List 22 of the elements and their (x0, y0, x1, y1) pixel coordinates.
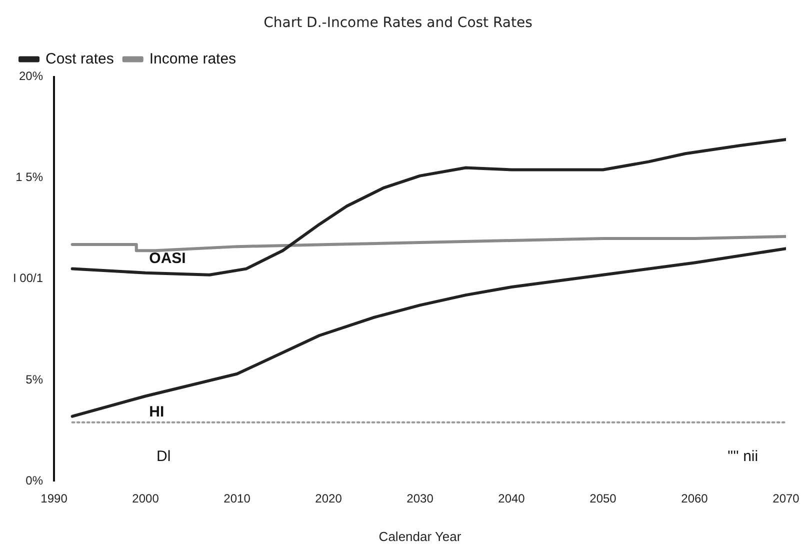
y-tick-label: 20% (18, 69, 44, 84)
x-tick-label: 2020 (315, 492, 342, 506)
annotation: HI (149, 403, 164, 420)
x-tick-label: 2000 (132, 492, 160, 506)
legend-label: Income rates (149, 50, 236, 68)
y-tick-label: 5% (26, 372, 44, 386)
annotation: OASI (149, 250, 186, 267)
x-axis-title: Calendar Year (378, 528, 462, 544)
x-tick-label: 2070 (772, 492, 800, 506)
legend-label: Cost rates (46, 50, 114, 68)
x-tick-label: 1990 (40, 492, 68, 506)
y-tick-label: 1 5% (16, 170, 44, 184)
x-tick-label: 2040 (498, 492, 526, 506)
annotation: '''' nii (727, 448, 758, 465)
x-tick-label: 2010 (224, 492, 251, 506)
annotation: Dl (156, 448, 171, 465)
x-tick-label: 2060 (681, 492, 708, 506)
chart-title: Chart D.-Income Rates and Cost Rates (264, 15, 532, 32)
x-tick-label: 2050 (590, 492, 617, 506)
y-tick-label: 0% (26, 473, 44, 488)
y-tick-label: I 00/1 (12, 271, 44, 286)
x-tick-label: 2030 (406, 492, 434, 506)
